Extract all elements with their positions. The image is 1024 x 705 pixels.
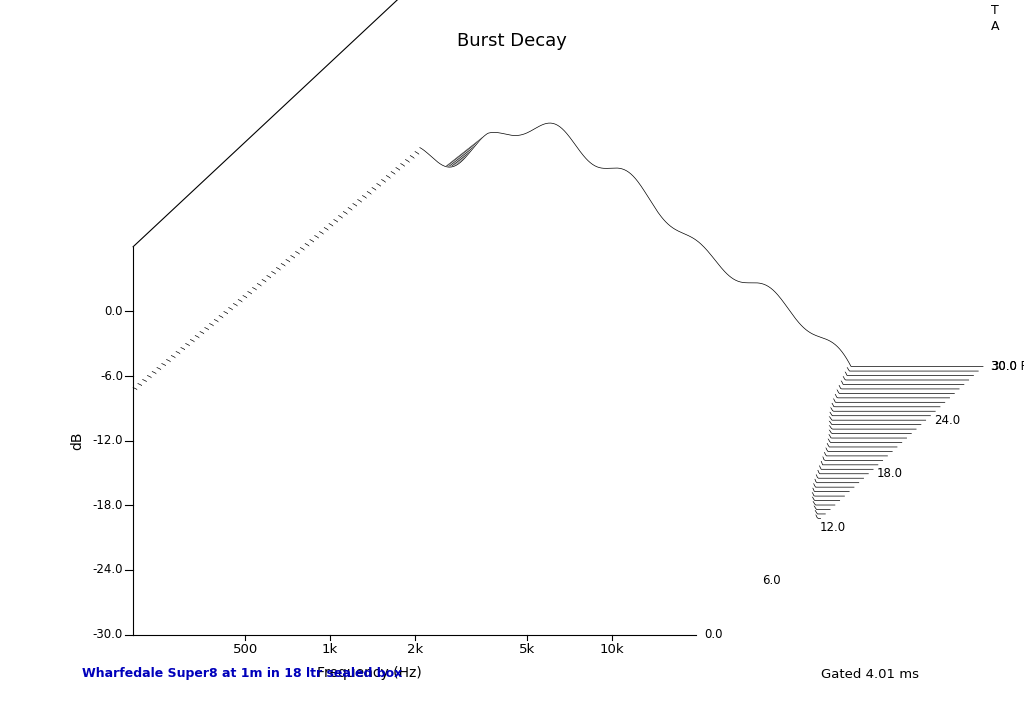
- Polygon shape: [377, 154, 940, 407]
- Polygon shape: [406, 133, 969, 380]
- Polygon shape: [420, 123, 983, 367]
- Polygon shape: [415, 127, 978, 371]
- Polygon shape: [276, 228, 840, 501]
- Polygon shape: [391, 144, 954, 393]
- Text: 5k: 5k: [518, 643, 535, 656]
- Text: 6.0: 6.0: [762, 575, 780, 587]
- Text: 10k: 10k: [599, 643, 624, 656]
- Polygon shape: [386, 147, 949, 398]
- Text: Wharfedale Super8 at 1m in 18 ltr sealed box: Wharfedale Super8 at 1m in 18 ltr sealed…: [82, 668, 402, 680]
- Polygon shape: [368, 161, 931, 416]
- Polygon shape: [282, 224, 845, 496]
- Polygon shape: [224, 266, 787, 550]
- Polygon shape: [314, 200, 878, 465]
- Polygon shape: [310, 203, 873, 470]
- Text: 500: 500: [232, 643, 258, 656]
- Polygon shape: [214, 273, 777, 558]
- Polygon shape: [239, 255, 802, 537]
- Polygon shape: [243, 252, 806, 532]
- Polygon shape: [157, 309, 720, 612]
- Polygon shape: [382, 151, 945, 403]
- Polygon shape: [291, 217, 854, 487]
- Polygon shape: [286, 221, 849, 491]
- Polygon shape: [396, 140, 959, 389]
- Polygon shape: [357, 168, 921, 424]
- Polygon shape: [133, 300, 696, 634]
- Polygon shape: [228, 262, 792, 545]
- Text: 30.0: 30.0: [991, 360, 1017, 373]
- Text: -6.0: -6.0: [100, 369, 123, 383]
- Text: dB: dB: [70, 431, 84, 450]
- Text: 1k: 1k: [322, 643, 338, 656]
- Polygon shape: [262, 238, 825, 514]
- Polygon shape: [400, 137, 964, 384]
- Polygon shape: [142, 307, 706, 625]
- Polygon shape: [319, 196, 883, 460]
- Text: -30.0: -30.0: [92, 628, 123, 641]
- Polygon shape: [153, 309, 716, 617]
- Polygon shape: [205, 279, 768, 568]
- Text: 30.0 Periods: 30.0 Periods: [991, 360, 1024, 373]
- Polygon shape: [329, 189, 892, 451]
- Polygon shape: [267, 234, 830, 510]
- Text: 0.0: 0.0: [104, 305, 123, 318]
- Polygon shape: [300, 210, 863, 478]
- Polygon shape: [253, 245, 816, 523]
- Polygon shape: [138, 304, 701, 630]
- Polygon shape: [171, 304, 734, 599]
- Polygon shape: [334, 185, 897, 447]
- Polygon shape: [185, 293, 749, 585]
- Text: -18.0: -18.0: [92, 498, 123, 512]
- Polygon shape: [362, 165, 926, 420]
- Polygon shape: [147, 308, 711, 621]
- Text: 0.0: 0.0: [705, 628, 723, 641]
- Polygon shape: [200, 283, 763, 572]
- Polygon shape: [296, 214, 859, 483]
- Polygon shape: [411, 130, 974, 376]
- Polygon shape: [219, 269, 782, 554]
- Polygon shape: [353, 172, 916, 429]
- Text: Burst Decay: Burst Decay: [457, 32, 567, 50]
- Polygon shape: [190, 290, 754, 581]
- Text: 12.0: 12.0: [819, 521, 846, 534]
- Polygon shape: [271, 231, 835, 505]
- Polygon shape: [233, 259, 797, 541]
- Polygon shape: [257, 241, 820, 518]
- Text: -24.0: -24.0: [92, 563, 123, 577]
- Text: 18.0: 18.0: [877, 467, 902, 480]
- Text: 2k: 2k: [407, 643, 423, 656]
- Text: -12.0: -12.0: [92, 434, 123, 447]
- Text: A
R
T
A: A R T A: [991, 0, 1000, 33]
- Text: Frequency (Hz): Frequency (Hz): [317, 666, 422, 680]
- Polygon shape: [348, 176, 911, 434]
- Polygon shape: [162, 310, 725, 608]
- Polygon shape: [325, 192, 888, 456]
- Polygon shape: [343, 179, 906, 438]
- Polygon shape: [181, 297, 744, 590]
- Polygon shape: [210, 276, 773, 563]
- Polygon shape: [339, 183, 902, 443]
- Polygon shape: [196, 286, 759, 577]
- Polygon shape: [248, 248, 811, 527]
- Polygon shape: [167, 307, 730, 603]
- Text: 24.0: 24.0: [934, 414, 961, 427]
- Text: Gated 4.01 ms: Gated 4.01 ms: [821, 668, 920, 681]
- Polygon shape: [372, 158, 935, 411]
- Polygon shape: [305, 207, 868, 474]
- Polygon shape: [176, 300, 739, 594]
